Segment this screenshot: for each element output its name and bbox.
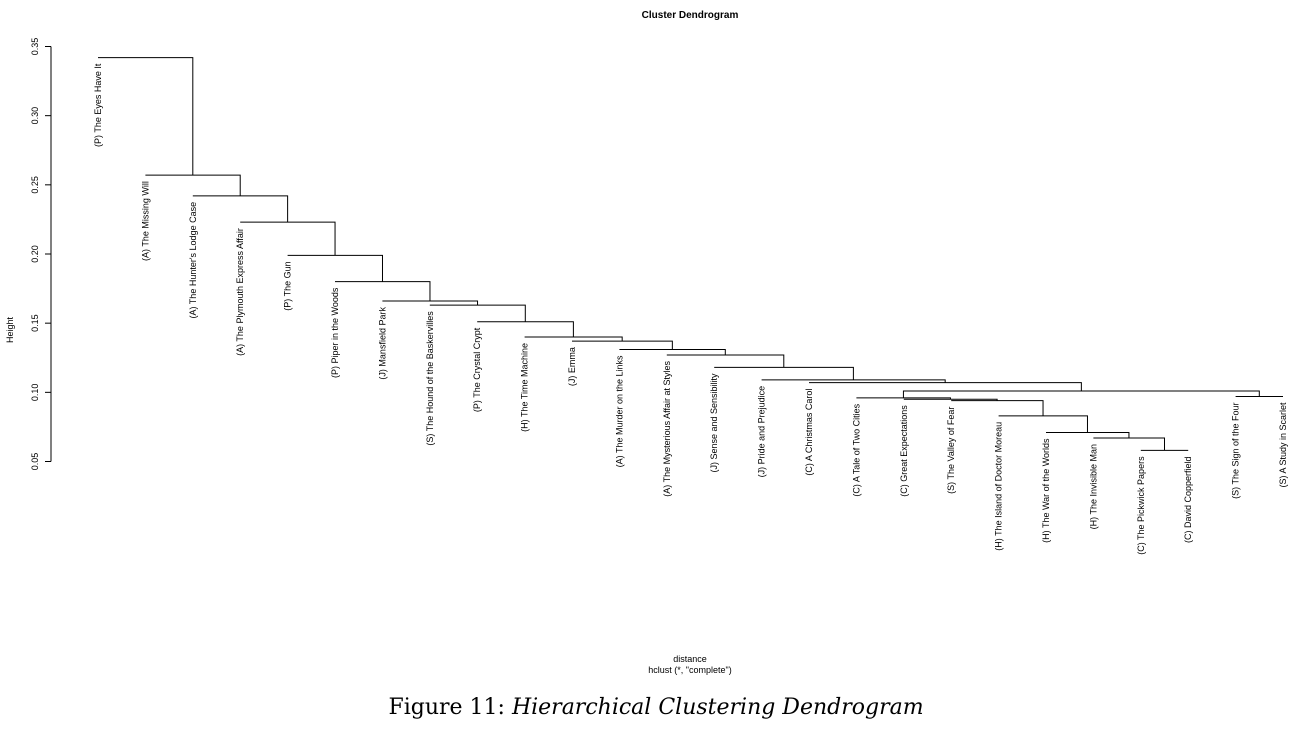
dendrogram-branch	[98, 57, 194, 176]
leaf-label: (P) The Gun	[283, 261, 293, 310]
leaf-label: (J) Pride and Prejudice	[757, 386, 767, 478]
dendrogram-branch	[572, 340, 673, 350]
leaf-label: (C) The Pickwick Papers	[1136, 456, 1146, 555]
leaf-label: (H) The Invisible Man	[1088, 444, 1098, 529]
leaf-label: (A) The Murder on the Links	[614, 355, 624, 467]
dendrogram-branch	[809, 382, 1082, 391]
leaf-label: (H) The War of the Worlds	[1041, 438, 1051, 543]
y-axis-label: Height	[5, 316, 15, 343]
leaf-label: (J) Sense and Sensibility	[709, 373, 719, 473]
leaf-label: (J) Mansfield Park	[377, 307, 387, 380]
leaf-label: (P) The Eyes Have It	[93, 63, 103, 147]
dendrogram-tree	[98, 57, 1283, 451]
dendrogram-branch	[145, 174, 241, 196]
y-tick-label: 0.30	[30, 107, 40, 125]
leaf-label: (S) The Sign of the Four	[1231, 402, 1241, 498]
leaf-label: (P) The Crystal Crypt	[472, 327, 482, 412]
dendrogram-branch	[714, 366, 854, 380]
y-tick-label: 0.05	[30, 453, 40, 471]
leaf-label: (S) A Study in Scarlet	[1278, 402, 1288, 488]
dendrogram-branch	[998, 415, 1088, 433]
x-axis-label: distance	[673, 654, 707, 664]
leaf-label: (J) Emma	[567, 347, 577, 386]
dendrogram-branch	[240, 221, 336, 256]
dendrogram-branch	[477, 321, 574, 337]
dendrogram-branch	[666, 354, 785, 368]
leaf-label: (P) Piper in the Woods	[330, 287, 340, 378]
leaf-label: (A) The Plymouth Express Affair	[235, 228, 245, 356]
leaf-label: (S) The Hound of the Baskervilles	[425, 311, 435, 446]
y-axis: 0.05 0.10 0.15 0.20 0.25 0.30 0.35	[30, 38, 52, 471]
dendrogram-branch	[856, 397, 951, 400]
dendrogram-branch	[761, 379, 946, 383]
y-tick-label: 0.20	[30, 245, 40, 263]
leaf-label: (C) David Copperfield	[1183, 456, 1193, 543]
leaf-label: (C) Great Expectations	[899, 405, 909, 497]
x-axis-subtitle: hclust (*, "complete")	[648, 665, 731, 675]
leaf-label: (A) The Hunter's Lodge Case	[188, 202, 198, 319]
leaf-labels: (P) The Eyes Have It (A) The Missing Will…	[93, 63, 1288, 555]
leaf-label: (A) The Mysterious Affair at Styles	[662, 360, 672, 496]
leaf-label: (A) The Missing Will	[140, 181, 150, 261]
y-tick-label: 0.35	[30, 38, 40, 56]
y-tick-label: 0.15	[30, 314, 40, 332]
leaf-label: (H) The Time Machine	[520, 343, 530, 432]
dendrogram-branch	[192, 195, 289, 223]
dendrogram-branch	[524, 336, 623, 342]
leaf-label: (S) The Valley of Fear	[946, 407, 956, 494]
dendrogram-branch	[951, 400, 1044, 416]
leaf-label: (C) A Christmas Carol	[804, 389, 814, 476]
dendrogram-branch	[1093, 437, 1165, 451]
y-tick-label: 0.10	[30, 384, 40, 402]
dendrogram-branch	[902, 390, 1260, 398]
dendrogram-branch	[429, 304, 526, 322]
dendrogram-branch	[335, 281, 431, 302]
leaf-label: (H) The Island of Doctor Moreau	[994, 422, 1004, 551]
dendrogram-branch	[903, 398, 998, 401]
chart-title: Cluster Dendrogram	[642, 10, 739, 21]
dendrogram-branch	[287, 254, 383, 282]
caption-text: Hierarchical Clustering Dendrogram	[511, 695, 924, 720]
y-tick-label: 0.25	[30, 176, 40, 194]
leaf-label: (C) A Tale of Two Cities	[851, 403, 861, 496]
dendrogram-branch	[619, 348, 726, 355]
dendrogram-branch	[382, 300, 479, 306]
dendrogram-branch	[1046, 431, 1130, 438]
dendrogram-chart: Cluster Dendrogram Height 0.050.100.150.…	[5, 10, 1288, 675]
figure-caption: Figure 11: Hierarchical Clustering Dendr…	[0, 695, 1312, 720]
caption-prefix: Figure 11:	[388, 695, 505, 720]
